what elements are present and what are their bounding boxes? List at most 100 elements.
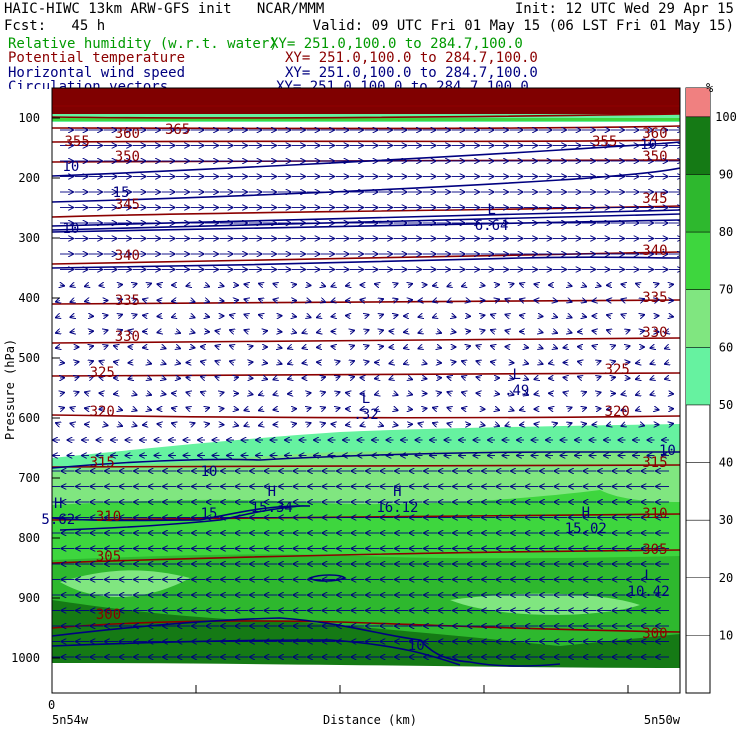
circulation-vector: [321, 408, 325, 409]
circulation-vector: [216, 361, 220, 362]
circulation-vector: [321, 392, 325, 393]
circulation-vector: [582, 424, 586, 425]
circulation-vector: [230, 361, 234, 362]
circulation-vector: [404, 332, 408, 333]
circulation-vector: [394, 284, 398, 285]
circulation-vector: [491, 346, 495, 347]
circulation-vector: [375, 409, 379, 410]
circulation-vector: [143, 315, 147, 316]
circulation-vector: [104, 315, 108, 316]
circulation-vector: [419, 423, 423, 424]
theta-label: 340: [115, 248, 140, 264]
extremum-symbol: H: [582, 505, 590, 521]
circulation-vector: [114, 362, 118, 363]
circulation-vector: [129, 378, 133, 379]
circulation-vector: [216, 346, 220, 347]
circulation-vector: [162, 347, 166, 348]
circulation-vector: [611, 346, 615, 347]
colorbar-swatch: [686, 347, 710, 405]
circulation-vector: [375, 378, 379, 379]
extremum-symbol: H: [54, 496, 62, 512]
circulation-vector: [75, 377, 79, 378]
circulation-vector: [477, 361, 481, 362]
circulation-vector: [394, 299, 398, 300]
circulation-vector: [394, 315, 398, 316]
circulation-vector: [510, 378, 514, 379]
circulation-vector: [408, 394, 412, 395]
circulation-vector: [263, 331, 267, 332]
circulation-vector: [259, 425, 263, 426]
circulation-vector: [582, 301, 586, 302]
circulation-vector: [404, 347, 408, 348]
circulation-vector: [524, 347, 528, 348]
circulation-vector: [669, 284, 673, 285]
circulation-vector: [365, 315, 369, 316]
circulation-vector: [379, 315, 383, 316]
circulation-vector: [245, 299, 249, 300]
circulation-vector: [553, 316, 557, 317]
circulation-vector: [274, 378, 278, 379]
extremum-value: 15.34: [251, 500, 293, 516]
circulation-vector: [375, 284, 379, 285]
circulation-vector: [640, 331, 644, 332]
circulation-vector: [462, 285, 466, 286]
circulation-vector: [303, 363, 307, 364]
extremum-symbol: H: [393, 484, 401, 500]
circulation-vector: [665, 332, 669, 333]
circulation-vector: [259, 284, 263, 285]
colorbar-tick-label: 40: [719, 456, 733, 470]
circulation-vector: [201, 392, 205, 393]
circulation-vector: [332, 301, 336, 302]
y-tick-label: 500: [18, 351, 40, 365]
circulation-vector: [259, 299, 263, 300]
circulation-vector: [56, 332, 60, 333]
circulation-vector: [423, 378, 427, 379]
circulation-vector: [437, 393, 441, 394]
circulation-vector: [481, 425, 485, 426]
circulation-vector: [288, 363, 292, 364]
circulation-vector: [172, 408, 176, 409]
circulation-vector: [394, 394, 398, 395]
circulation-vector: [452, 316, 456, 317]
circulation-vector: [448, 377, 452, 378]
circulation-vector: [535, 378, 539, 379]
field-name-rh: Relative humidity (w.r.t. water): [8, 36, 278, 52]
theta-label: 355: [592, 134, 617, 150]
circulation-vector: [539, 363, 543, 364]
circulation-vector: [433, 285, 437, 286]
circulation-vector: [510, 409, 514, 410]
wind-contour-labels: 10 10 15 10 10 10 15 10: [62, 137, 675, 654]
circulation-vector: [582, 316, 586, 317]
circulation-vector: [158, 332, 162, 333]
theta-label: 310: [642, 506, 667, 522]
circulation-vector: [361, 409, 365, 410]
circulation-vector: [651, 363, 655, 364]
circulation-vector: [350, 330, 354, 331]
circulation-vector: [448, 301, 452, 302]
circulation-vector: [147, 284, 151, 285]
colorbar-tick-label: 50: [719, 398, 733, 412]
plot-frame: [51, 87, 681, 694]
theta-label: 335: [115, 293, 140, 309]
circulation-vector: [408, 284, 412, 285]
extremum-value: 5.62: [41, 512, 75, 528]
circulation-vector: [259, 409, 263, 410]
circulation-vector: [205, 408, 209, 409]
circulation-vector: [317, 316, 321, 317]
circulation-vector: [187, 285, 191, 286]
circulation-vector: [321, 423, 325, 424]
circulation-vector: [205, 285, 209, 286]
circulation-vector: [462, 392, 466, 393]
circulation-vector: [56, 423, 60, 424]
circulation-vector: [607, 330, 611, 331]
circulation-vector: [89, 361, 93, 362]
circulation-vector: [593, 346, 597, 347]
y-axis-label: Pressure (hPa): [3, 339, 17, 440]
circulation-vector: [423, 408, 427, 409]
circulation-vector: [622, 425, 626, 426]
circulation-vector: [245, 315, 249, 316]
theta-label: 360: [642, 126, 667, 142]
circulation-vector: [636, 363, 640, 364]
circulation-vector: [452, 332, 456, 333]
circulation-vector: [640, 425, 644, 426]
